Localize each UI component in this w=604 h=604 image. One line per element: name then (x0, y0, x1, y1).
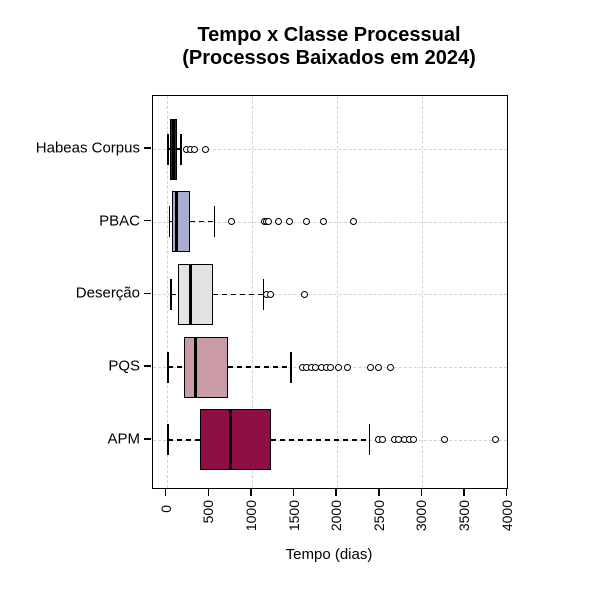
median-line-pqs (194, 336, 198, 398)
gridline-vertical-3000 (422, 96, 424, 488)
x-tick-label-text: 2000 (328, 500, 345, 532)
outlier-point-habeas-corpus (191, 145, 199, 153)
x-tick-label-2000: 2000 (328, 500, 344, 536)
whisker-line-low-apm (167, 439, 201, 441)
x-tick-label-4000: 4000 (499, 500, 515, 536)
y-tick-apm (144, 438, 151, 440)
x-tick-label-0: 0 (158, 500, 174, 518)
x-tick-4000 (505, 489, 508, 496)
chart-title-line-1: Tempo x Classe Processual (197, 24, 461, 46)
whisker-cap-low-pqs (167, 351, 169, 383)
x-tick-2500 (378, 489, 380, 496)
outlier-point-pbac (350, 218, 358, 226)
whisker-cap-high-pbac (213, 206, 216, 238)
chart-title-line-2: (Processos Baixados em 2024) (182, 47, 476, 69)
x-tick-label-3000: 3000 (413, 500, 429, 536)
y-axis-label-apm: APM (107, 430, 140, 448)
whisker-line-low-pbac (169, 220, 172, 223)
y-tick-pqs (144, 365, 151, 367)
outlier-point-apm (410, 436, 417, 444)
whisker-cap-low-desercao (170, 278, 172, 310)
outlier-point-habeas-corpus (201, 145, 209, 153)
median-line-apm (228, 409, 232, 471)
whisker-cap-high-pqs (290, 351, 292, 383)
median-line-desercao (188, 263, 192, 325)
outlier-point-pbac (286, 218, 294, 226)
y-tick-desercao (144, 292, 151, 295)
whisker-cap-low-pbac (168, 206, 171, 238)
gridline-vertical-1000 (251, 96, 253, 488)
x-tick-label-text: 1000 (242, 500, 259, 532)
whisker-line-low-pqs (167, 366, 185, 368)
box-desercao (178, 263, 213, 325)
outlier-point-pbac (303, 218, 311, 226)
outlier-point-pqs (386, 363, 394, 371)
outlier-point-pqs (374, 363, 382, 371)
y-axis-label-pbac: PBAC (99, 212, 140, 230)
y-axis-label-habeas-corpus: Habeas Corpus (35, 139, 140, 157)
outlier-point-pbac (265, 218, 273, 226)
x-tick-1000 (250, 489, 252, 496)
x-tick-label-text: 1500 (285, 500, 302, 532)
x-tick-label-text: 500 (200, 500, 217, 524)
chart-title: Tempo x Classe Processual (Processos Bai… (152, 24, 506, 70)
x-tick-3500 (463, 489, 465, 496)
gridline-horizontal-habeas-corpus (153, 149, 507, 150)
whisker-line-high-habeas-corpus (177, 148, 182, 150)
x-tick-label-500: 500 (200, 500, 216, 528)
outlier-point-pbac (320, 218, 328, 226)
x-tick-label-1500: 1500 (286, 500, 302, 536)
y-tick-pbac (144, 219, 151, 222)
outlier-point-apm (440, 436, 448, 444)
whisker-cap-low-apm (167, 424, 169, 456)
x-tick-2000 (335, 489, 337, 496)
x-tick-label-text: 3500 (456, 500, 473, 532)
box-apm (200, 409, 272, 471)
x-tick-label-text: 2500 (370, 500, 387, 532)
outlier-point-pbac (275, 218, 283, 226)
x-tick-label-text: 3000 (413, 500, 430, 532)
whisker-line-low-habeas-corpus (167, 148, 171, 150)
x-tick-3000 (420, 489, 423, 496)
median-line-habeas-corpus (172, 118, 176, 180)
x-tick-label-2500: 2500 (371, 500, 387, 536)
gridline-vertical-2000 (337, 96, 339, 488)
x-axis-title: Tempo (dias) (285, 546, 373, 563)
outlier-point-pqs (344, 363, 352, 371)
x-tick-label-1000: 1000 (243, 500, 259, 536)
y-axis-label-desercao: Deserção (75, 284, 140, 302)
x-tick-0 (164, 489, 167, 496)
whisker-line-high-apm (271, 439, 370, 441)
outlier-point-pqs (335, 363, 343, 371)
whisker-cap-low-habeas-corpus (167, 133, 169, 165)
gridline-vertical-0 (166, 96, 168, 488)
whisker-line-high-pbac (190, 220, 215, 223)
y-tick-habeas-corpus (144, 147, 151, 149)
x-tick-label-text: 0 (157, 505, 174, 513)
outlier-point-apm (378, 436, 386, 444)
x-tick-500 (207, 489, 210, 496)
y-axis-label-pqs: PQS (108, 357, 140, 375)
outlier-point-pbac (228, 218, 236, 226)
plot-area (152, 95, 508, 489)
whisker-cap-high-habeas-corpus (180, 133, 182, 165)
median-line-pbac (175, 191, 178, 253)
outlier-point-pqs (326, 363, 334, 371)
x-tick-label-text: 4000 (498, 500, 515, 532)
whisker-line-high-pqs (228, 366, 291, 368)
outlier-point-desercao (300, 290, 308, 298)
outlier-point-desercao (266, 290, 274, 298)
whisker-line-low-desercao (170, 293, 179, 296)
outlier-point-pqs (367, 363, 375, 371)
whisker-line-high-desercao (212, 293, 264, 296)
outlier-point-apm (491, 436, 499, 444)
gridline-horizontal-desercao (153, 294, 507, 296)
x-tick-label-3500: 3500 (456, 500, 472, 536)
whisker-cap-high-apm (368, 424, 371, 456)
x-tick-1500 (292, 489, 295, 496)
gridline-horizontal-pbac (153, 221, 507, 223)
box-pqs (184, 336, 229, 398)
